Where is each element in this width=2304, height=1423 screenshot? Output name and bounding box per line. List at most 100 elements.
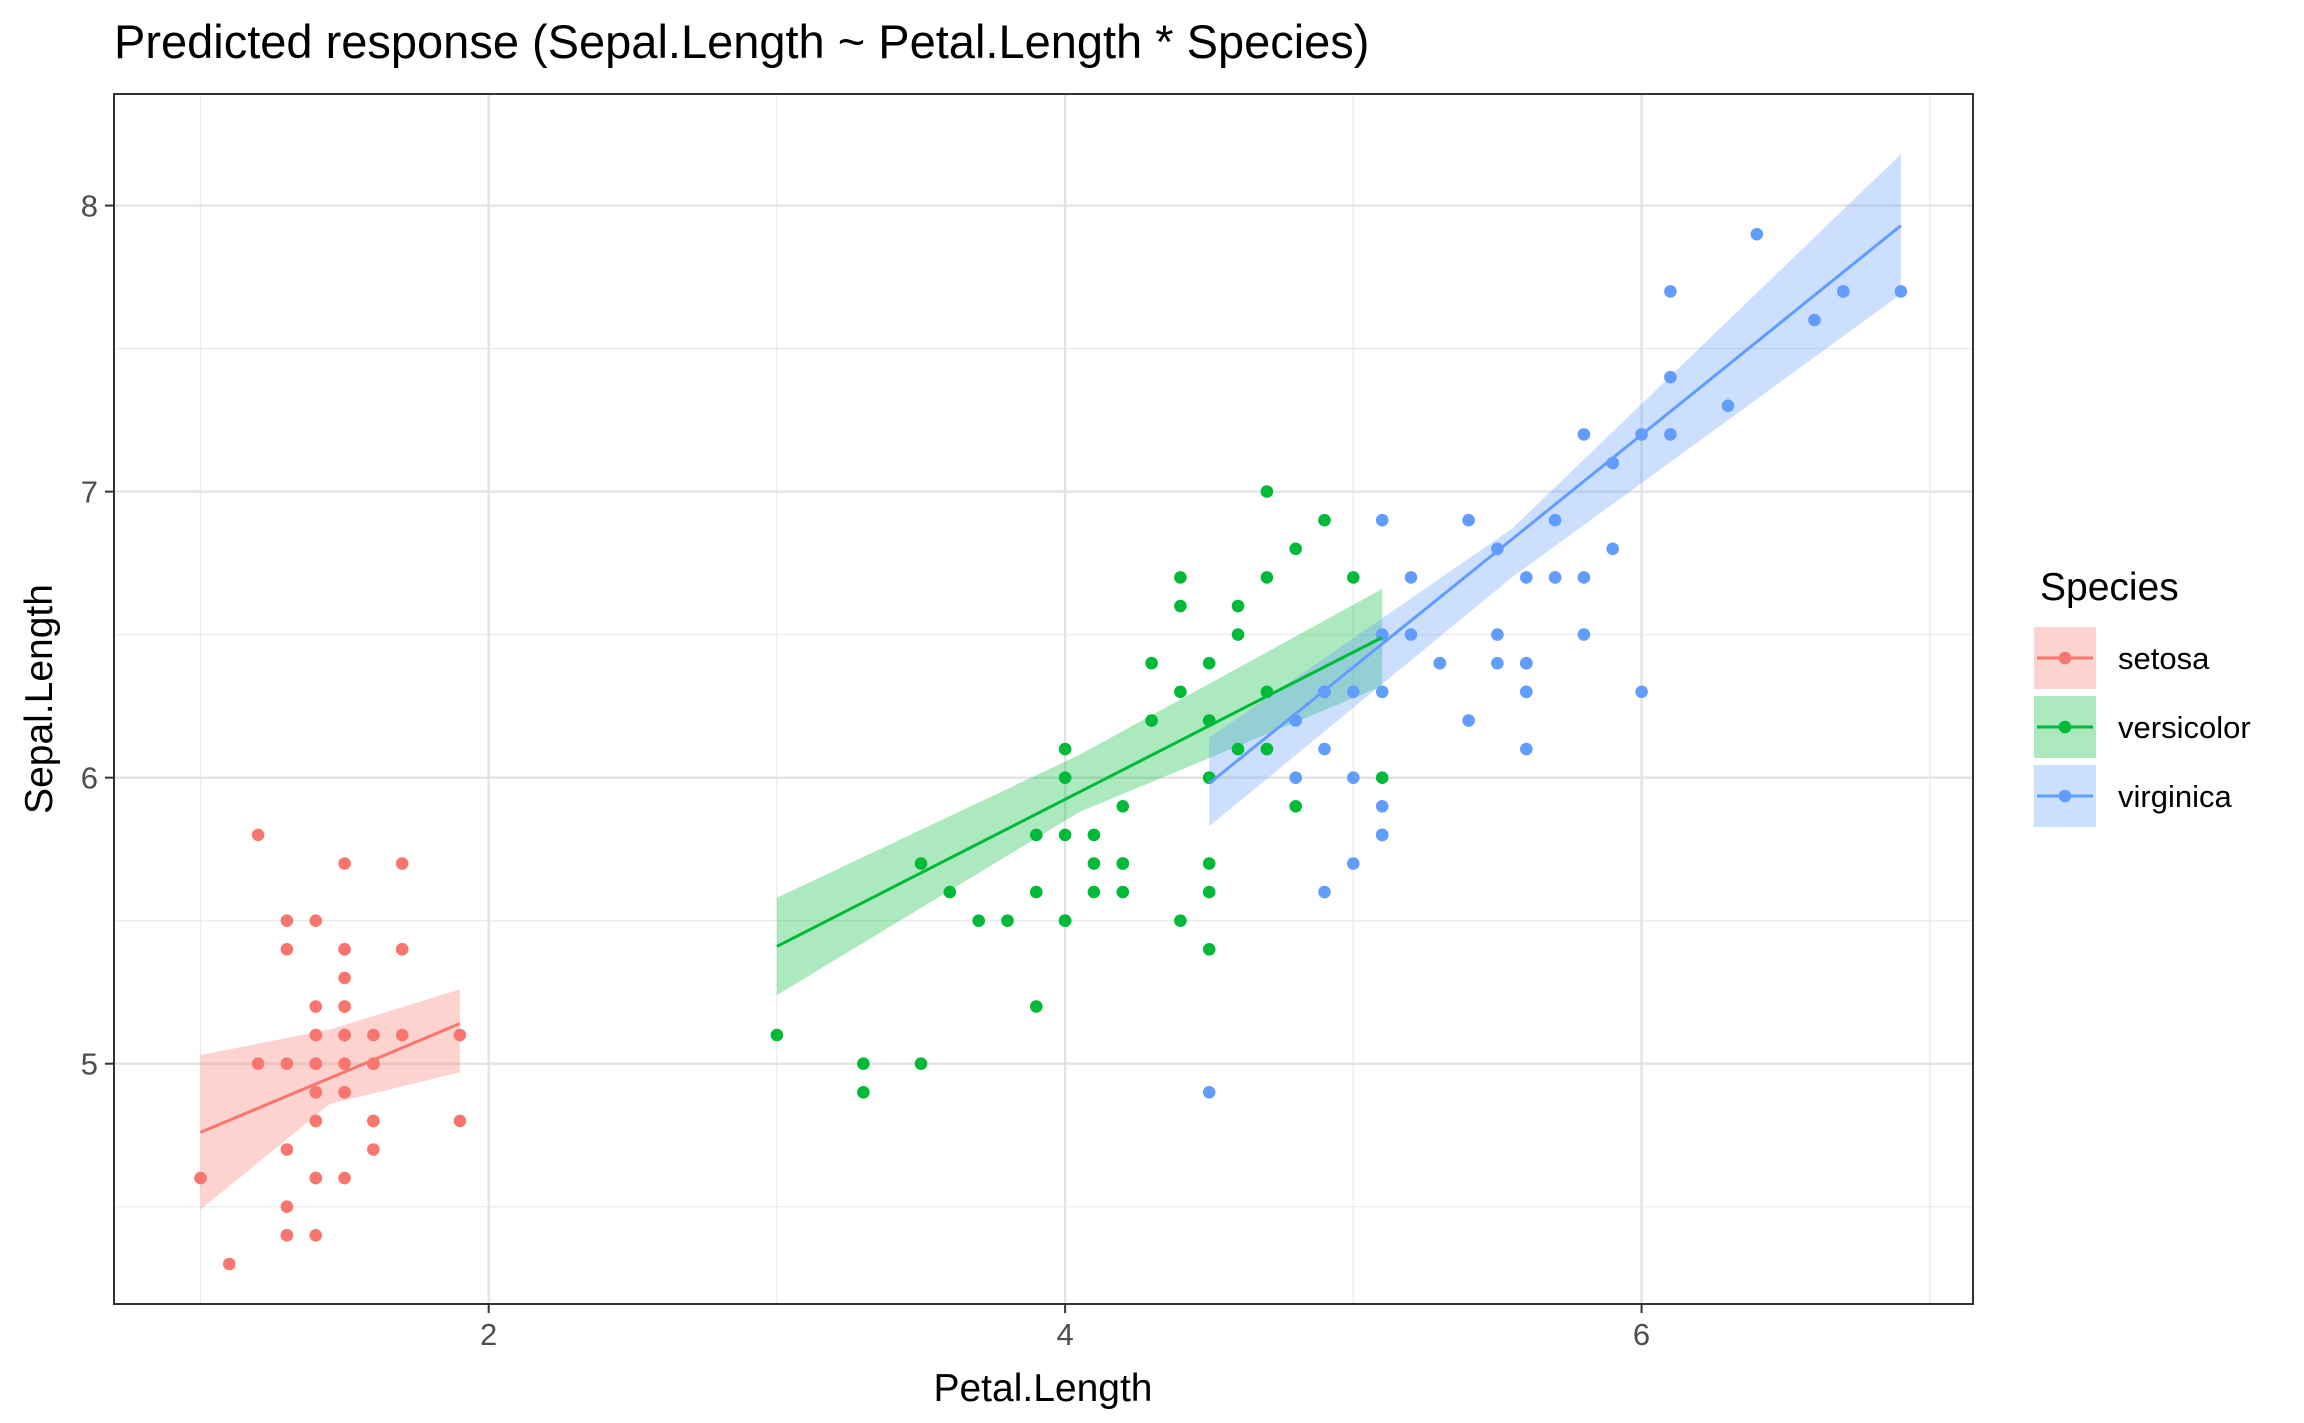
data-point-versicolor: [1058, 828, 1072, 842]
data-point-setosa: [338, 1028, 351, 1042]
panel-border: [113, 93, 1974, 1305]
x-tick-label: 2: [480, 1317, 497, 1352]
data-point-versicolor: [1260, 742, 1274, 756]
data-point-setosa: [367, 1143, 380, 1156]
data-point-versicolor: [1202, 943, 1216, 956]
data-point-setosa: [338, 1057, 351, 1070]
data-point-virginica: [1433, 656, 1447, 670]
data-point-setosa: [453, 1114, 467, 1128]
data-point-virginica: [1606, 542, 1619, 556]
data-point-setosa: [309, 914, 323, 927]
panel-background: [114, 94, 1973, 1304]
data-point-virginica: [1289, 771, 1302, 784]
data-point-versicolor: [1231, 742, 1245, 756]
data-point-versicolor: [1231, 628, 1245, 641]
data-point-versicolor: [1289, 800, 1302, 813]
data-point-versicolor: [1375, 771, 1389, 784]
confidence-band-virginica: [1209, 154, 1901, 827]
data-point-virginica: [1347, 685, 1360, 699]
data-point-virginica: [1375, 828, 1389, 842]
data-point-virginica: [1577, 571, 1591, 584]
data-point-virginica: [1894, 285, 1908, 298]
data-point-setosa: [395, 1028, 409, 1042]
grid-major: [114, 94, 1973, 1304]
data-point-virginica: [1750, 227, 1764, 241]
data-point-versicolor: [1202, 885, 1216, 899]
data-point-virginica: [1635, 685, 1648, 699]
data-point-setosa: [367, 1114, 380, 1128]
data-point-versicolor: [1087, 885, 1101, 899]
data-point-versicolor: [1231, 599, 1245, 613]
data-point-setosa: [309, 1057, 323, 1070]
data-point-virginica: [1520, 571, 1533, 584]
legend-items: setosa versicolor virginica: [2034, 627, 2251, 827]
data-point-versicolor: [1116, 800, 1130, 813]
data-point-versicolor: [1030, 828, 1043, 842]
legend-key-point-versicolor: [2058, 720, 2072, 734]
data-point-versicolor: [1001, 914, 1014, 927]
data-point-versicolor: [1260, 485, 1274, 498]
data-point-virginica: [1318, 885, 1331, 899]
data-point-virginica: [1664, 428, 1677, 441]
data-point-setosa: [280, 1057, 294, 1070]
data-point-virginica: [1577, 628, 1591, 641]
confidence-band-setosa: [200, 989, 460, 1210]
data-point-virginica: [1347, 771, 1360, 784]
data-point-setosa: [309, 1229, 323, 1242]
data-point-virginica: [1548, 571, 1562, 584]
data-point-versicolor: [914, 1057, 928, 1070]
data-point-virginica: [1520, 685, 1533, 699]
data-point-setosa: [251, 828, 265, 842]
data-point-versicolor: [1030, 885, 1043, 899]
data-point-setosa: [309, 1000, 323, 1013]
data-point-virginica: [1664, 285, 1677, 298]
data-point-versicolor: [1145, 656, 1158, 670]
fit-line-versicolor: [776, 636, 1383, 948]
data-point-versicolor: [1174, 685, 1187, 699]
data-point-setosa: [453, 1028, 467, 1042]
data-point-virginica: [1491, 628, 1504, 641]
y-tick-label: 7: [81, 475, 98, 510]
data-point-setosa: [338, 971, 351, 985]
y-tick-label: 5: [81, 1047, 98, 1082]
data-points: [194, 227, 1908, 1271]
data-point-versicolor: [1145, 714, 1158, 727]
data-point-virginica: [1347, 857, 1360, 870]
data-point-setosa: [280, 943, 294, 956]
legend-label-setosa: setosa: [2118, 641, 2210, 676]
data-point-setosa: [251, 1057, 265, 1070]
data-point-setosa: [395, 943, 409, 956]
data-point-versicolor: [943, 885, 957, 899]
fit-line-virginica: [1208, 224, 1902, 785]
data-point-versicolor: [1058, 771, 1072, 784]
data-point-virginica: [1375, 513, 1389, 527]
data-point-versicolor: [1174, 599, 1187, 613]
data-point-versicolor: [857, 1057, 870, 1070]
data-point-versicolor: [1087, 828, 1101, 842]
data-point-versicolor: [1347, 571, 1360, 584]
data-point-versicolor: [1318, 513, 1331, 527]
data-point-setosa: [338, 943, 351, 956]
data-point-versicolor: [1087, 857, 1101, 870]
x-axis-title: Petal.Length: [933, 1367, 1152, 1410]
data-point-setosa: [367, 1028, 380, 1042]
legend-title: Species: [2040, 566, 2179, 609]
data-point-setosa: [280, 1200, 294, 1213]
data-point-setosa: [338, 1000, 351, 1013]
x-axis-ticks: 2 4 6: [480, 1304, 1650, 1352]
data-point-virginica: [1837, 285, 1850, 298]
legend: Species setosa versicolor virginica: [2034, 566, 2251, 827]
fit-line-setosa: [199, 1022, 461, 1134]
data-point-setosa: [280, 1229, 294, 1242]
data-point-virginica: [1404, 571, 1418, 584]
data-point-virginica: [1318, 742, 1331, 756]
data-point-versicolor: [1202, 857, 1216, 870]
data-point-setosa: [309, 1171, 323, 1185]
data-point-versicolor: [1289, 542, 1302, 556]
data-point-setosa: [280, 1143, 294, 1156]
data-point-versicolor: [914, 857, 928, 870]
y-axis-ticks: 5 6 7 8: [81, 189, 114, 1082]
data-point-versicolor: [1030, 1000, 1043, 1013]
grid-minor: [114, 94, 1973, 1304]
data-point-versicolor: [1202, 656, 1216, 670]
